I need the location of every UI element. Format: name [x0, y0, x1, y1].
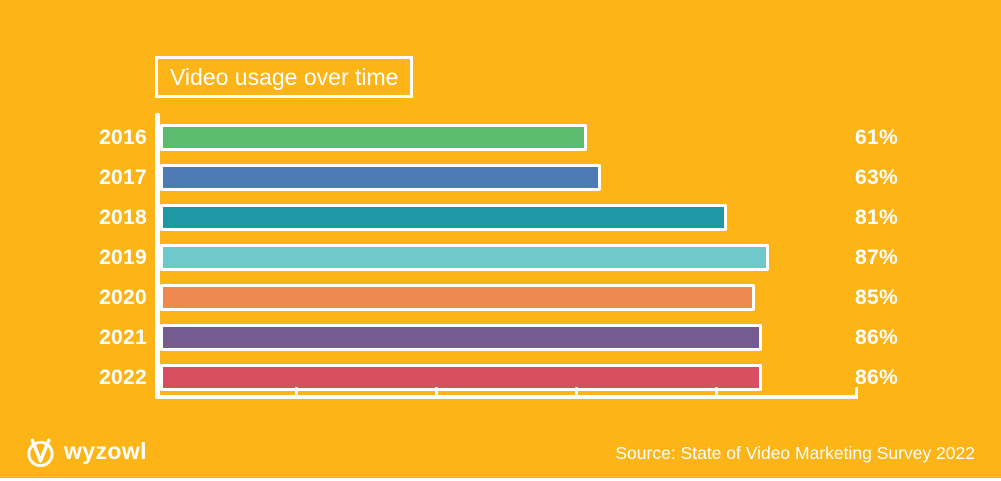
year-label: 2022 [99, 366, 147, 389]
year-label: 2017 [99, 166, 147, 189]
bar-2016 [160, 124, 587, 151]
bar-2017 [160, 164, 601, 191]
bar-2019 [160, 244, 769, 271]
x-axis-tick [575, 387, 578, 399]
x-axis-tick [855, 387, 858, 399]
x-axis-tick [715, 387, 718, 399]
bar-2022 [160, 364, 762, 391]
value-label: 86% [855, 366, 898, 389]
year-label: 2018 [99, 206, 147, 229]
x-axis-line [155, 395, 858, 399]
value-label: 63% [855, 166, 898, 189]
y-axis-line [155, 113, 160, 399]
bar-2020 [160, 284, 755, 311]
year-label: 2020 [99, 286, 147, 309]
bottom-divider [0, 478, 1001, 481]
value-label: 86% [855, 326, 898, 349]
source-caption: Source: State of Video Marketing Survey … [615, 443, 975, 463]
year-label: 2016 [99, 126, 147, 149]
value-label: 87% [855, 246, 898, 269]
chart-title: Video usage over time [155, 56, 414, 98]
bar-2021 [160, 324, 762, 351]
year-label: 2019 [99, 246, 147, 269]
bar-2018 [160, 204, 727, 231]
wyzowl-logo-text: wyzowl [64, 438, 147, 464]
wyzowl-owl-icon [27, 438, 54, 468]
x-axis-tick [435, 387, 438, 399]
value-label: 61% [855, 126, 898, 149]
value-label: 81% [855, 206, 898, 229]
year-label: 2021 [99, 326, 147, 349]
wyzowl-logo: wyzowl [24, 435, 147, 468]
x-axis-tick [295, 387, 298, 399]
value-label: 85% [855, 286, 898, 309]
